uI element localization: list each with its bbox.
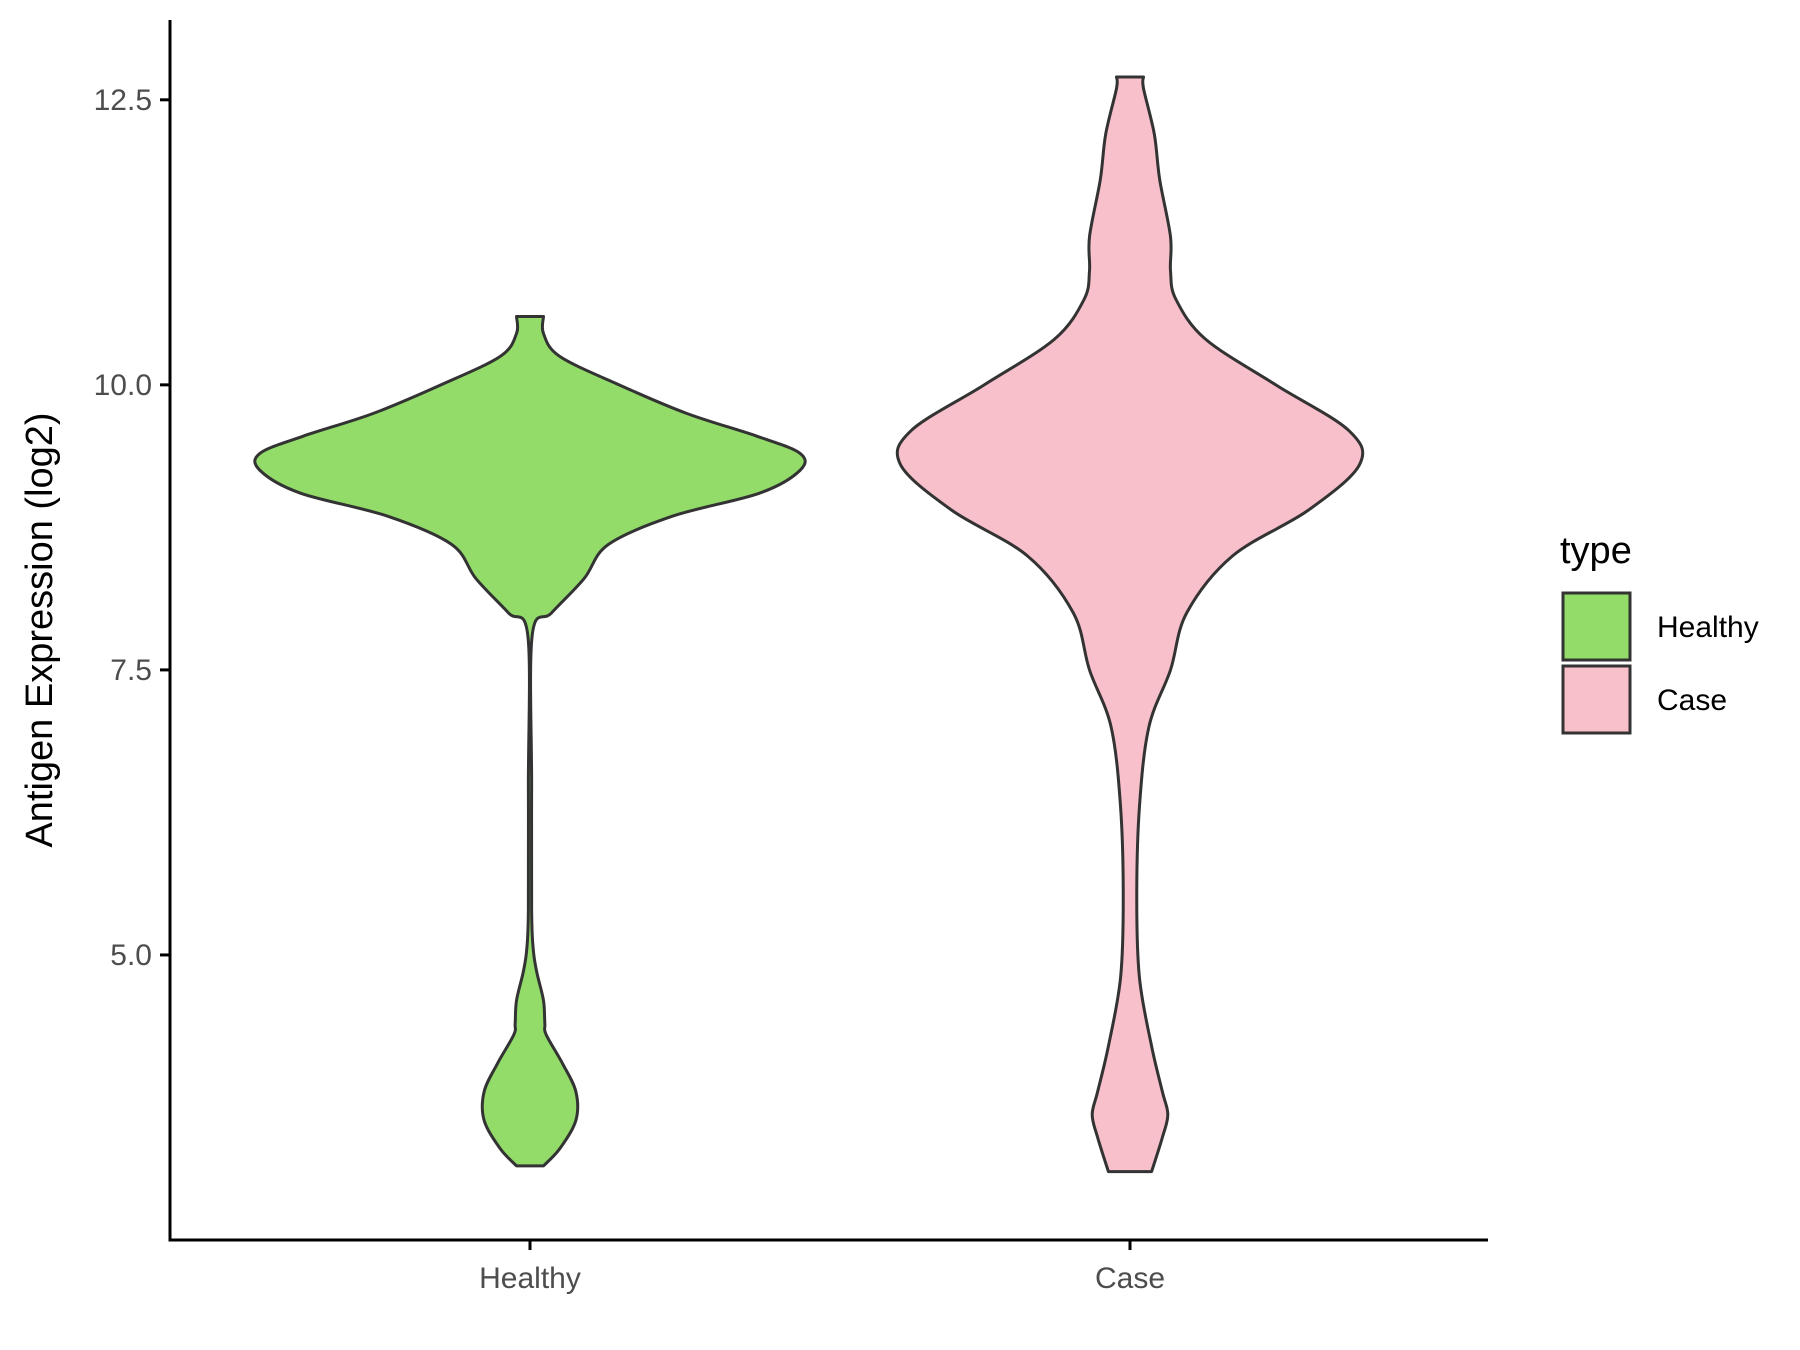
violin-case — [895, 75, 1365, 1174]
y-tick-label: 5.0 — [110, 939, 152, 972]
legend-swatch-healthy — [1561, 591, 1632, 662]
legend: type Healthy Case — [1560, 530, 1759, 735]
legend-title: type — [1560, 530, 1632, 572]
axes-layer: 5.0 7.5 10.0 12.5 Healthy Case Antigen Express… — [19, 20, 1488, 1295]
y-axis-title: Antigen Expression (log2) — [19, 412, 61, 847]
legend-label-case: Case — [1657, 684, 1727, 717]
violin-healthy — [253, 314, 807, 1168]
y-tick-label: 10.0 — [94, 369, 152, 402]
x-tick-label: Healthy — [479, 1262, 581, 1295]
legend-swatch-case — [1561, 664, 1632, 735]
violins-layer — [253, 75, 1365, 1174]
y-tick-label: 7.5 — [110, 654, 152, 687]
x-tick-label: Case — [1095, 1262, 1165, 1295]
y-tick-label: 12.5 — [94, 84, 152, 117]
legend-label-healthy: Healthy — [1657, 611, 1759, 644]
